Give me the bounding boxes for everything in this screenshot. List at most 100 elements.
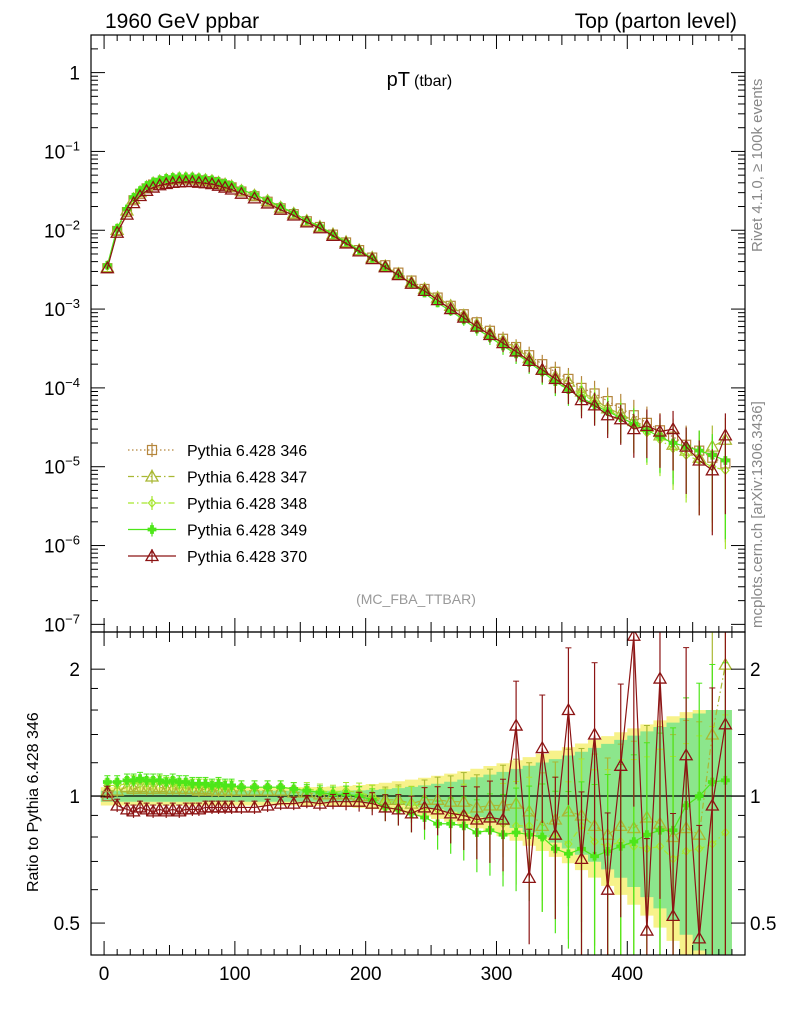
ratio-point <box>198 781 213 795</box>
ratio-point <box>417 800 432 813</box>
data-point <box>508 344 524 357</box>
ratio-point <box>247 800 262 813</box>
ratio-point <box>705 798 720 811</box>
legend-entry: Pythia 6.428 346 <box>128 443 307 460</box>
ratio-point <box>234 800 249 813</box>
ratio-point <box>132 779 148 793</box>
header-right: Top (parton level) <box>575 10 737 33</box>
legend-label: Pythia 6.428 370 <box>187 549 307 566</box>
y-tick-label: 10−2 <box>44 217 80 242</box>
ratio-point <box>312 796 328 809</box>
rivet-label: Rivet 4.1.0, ≥ 100k events <box>749 79 766 252</box>
ratio-point <box>148 778 158 789</box>
data-point <box>365 251 380 265</box>
series-348 <box>103 172 730 550</box>
ratio-point <box>276 782 286 792</box>
ratio-point <box>590 851 599 861</box>
data-point <box>234 186 249 199</box>
ratio-point <box>694 791 704 801</box>
mc-uncertainty-band <box>100 710 732 955</box>
data-point <box>273 202 288 215</box>
data-point <box>626 421 641 435</box>
data-point <box>639 418 655 431</box>
ratio-point <box>456 808 471 821</box>
data-point <box>443 301 458 315</box>
ratio-point <box>404 806 419 819</box>
data-point <box>286 208 301 221</box>
data-point <box>217 180 233 193</box>
legend-marker <box>147 498 157 508</box>
ratio-y-tick-label-right: 0.5 <box>750 914 776 935</box>
data-point <box>352 244 367 257</box>
ratio-point <box>365 796 380 809</box>
data-point <box>652 424 668 437</box>
y-tick-label: 10−3 <box>44 296 80 321</box>
data-point <box>185 174 200 188</box>
ratio-point <box>443 806 458 819</box>
ratio-point <box>564 849 573 859</box>
ratio-point <box>325 794 341 807</box>
ratio-point <box>224 800 239 813</box>
ratio-point <box>112 780 122 791</box>
ratio-point <box>102 777 112 787</box>
y-tick-label: 10−5 <box>44 454 80 479</box>
ratio-point <box>112 777 122 787</box>
data-point <box>211 178 226 191</box>
series-line <box>106 176 726 471</box>
ratio-point <box>665 908 681 922</box>
ratio-point <box>126 804 141 817</box>
series-370 <box>100 174 733 536</box>
ratio-y-tick-label-left: 2 <box>69 660 80 681</box>
ratio-point <box>174 780 184 791</box>
ratio-point <box>247 783 262 796</box>
analysis-watermark: (MC_FBA_TTBAR) <box>356 591 476 607</box>
data-point <box>260 196 275 209</box>
ratio-point <box>548 827 563 840</box>
ratio-point <box>260 783 275 796</box>
ratio-point <box>119 802 135 815</box>
ratio-point <box>119 779 135 793</box>
data-point <box>276 202 286 212</box>
ratio-point <box>574 851 589 864</box>
data-point <box>404 276 419 289</box>
data-point <box>692 453 707 466</box>
data-point <box>312 220 328 234</box>
data-point <box>325 228 341 241</box>
data-point <box>613 411 628 425</box>
data-point <box>718 428 733 441</box>
y-tick-label: 10−4 <box>44 375 80 400</box>
ratio-point <box>161 777 171 787</box>
y-tick-label: 10−1 <box>44 138 80 163</box>
ratio-point <box>522 870 537 884</box>
ratio-point <box>391 802 406 815</box>
data-point <box>338 236 354 249</box>
ratio-frame <box>90 631 746 956</box>
main-frame <box>90 34 746 633</box>
data-point <box>378 259 393 273</box>
data-point <box>574 392 589 406</box>
ratio-point <box>263 782 272 792</box>
ratio-point <box>122 778 132 789</box>
ratio-point <box>139 802 154 815</box>
data-point <box>456 310 471 323</box>
data-point <box>495 335 511 349</box>
ratio-point <box>299 794 314 807</box>
ratio-point <box>537 832 547 842</box>
ratio-point <box>237 782 246 792</box>
legend-entry: Pythia 6.428 348 <box>128 496 307 513</box>
ratio-ylabel: Ratio to Pythia 6.428 346 <box>25 712 42 892</box>
data-point <box>587 398 602 411</box>
ratio-point <box>185 781 200 795</box>
ratio-panel: 0.5 0.5 1 1 2 2 0 100 200 300 400 Ratio to Pythia … <box>25 631 776 985</box>
y-tick-label: 10−6 <box>44 533 80 558</box>
data-point <box>665 421 681 435</box>
ratio-y-tick-label-right: 2 <box>750 660 761 681</box>
data-point <box>600 407 615 421</box>
mcplots-label: mcplots.cern.ch [arXiv:1306.3436] <box>749 401 766 628</box>
ratio-point <box>652 671 668 684</box>
legend: Pythia 6.428 346 Pythia 6.428 347 Pythia 6… <box>128 443 307 566</box>
ratio-point <box>110 798 125 811</box>
data-point <box>561 380 576 394</box>
ratio-point <box>692 931 707 944</box>
data-point <box>679 439 694 452</box>
